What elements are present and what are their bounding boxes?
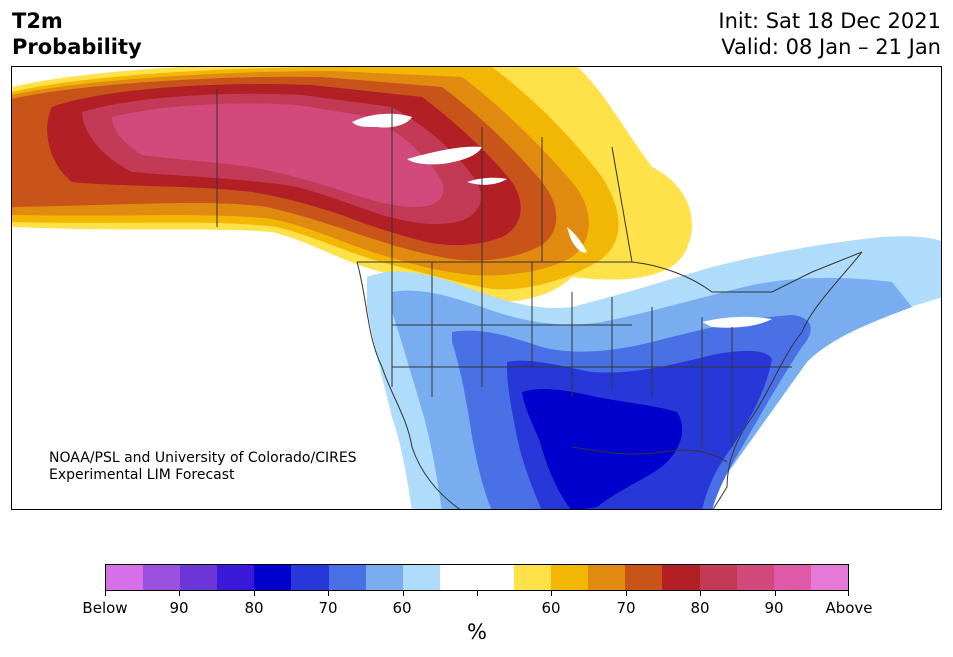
- cb-below-95: [143, 565, 181, 590]
- cb-below-75: [291, 565, 329, 590]
- valid-range: Valid: 08 Jan – 21 Jan: [721, 35, 941, 59]
- tick-label-below-90: 90: [169, 599, 189, 617]
- probability-colorbar: [105, 564, 849, 591]
- great-slave-lake: [407, 146, 482, 165]
- cb-below-60: [402, 565, 440, 590]
- tick-label-below-80: 80: [244, 599, 264, 617]
- colorbar-tick: [254, 591, 255, 596]
- coastline-east: [712, 251, 863, 509]
- political-boundaries: [216, 89, 863, 509]
- great-bear-lake: [352, 113, 412, 128]
- forecast-map: [11, 66, 942, 510]
- tick-label-above-60: 60: [541, 599, 561, 617]
- tick-label-above-70: 70: [616, 599, 636, 617]
- below-80-band: [522, 389, 683, 509]
- colorbar-tick: [848, 591, 849, 596]
- map-canvas: [12, 67, 941, 509]
- cb-above-85: [699, 565, 737, 590]
- colorbar-tick: [626, 591, 627, 596]
- cb-above-95: [773, 565, 811, 590]
- lake-winnipeg: [567, 227, 587, 253]
- canada-us-border: [357, 251, 863, 293]
- cb-above-65: [551, 565, 589, 590]
- cb-above-80: [662, 565, 700, 590]
- tick-label-above-80: 80: [690, 599, 710, 617]
- colorbar-tick: [477, 591, 478, 596]
- great-lakes: [702, 316, 772, 328]
- cb-above-75: [625, 565, 663, 590]
- colorbar-ticks: [105, 591, 849, 597]
- cb-above-90: [736, 565, 774, 590]
- colorbar-tick: [105, 591, 106, 596]
- credit-line-1: NOAA/PSL and University of Colorado/CIRE…: [49, 450, 357, 466]
- colorbar-tick: [179, 591, 180, 596]
- colorbar-tick: [551, 591, 552, 596]
- gulf-coast: [571, 446, 728, 463]
- below-normal-region: [367, 236, 941, 509]
- credit-text: NOAA/PSL and University of Colorado/CIRE…: [49, 450, 357, 484]
- chart-title: T2m Probability: [12, 8, 142, 60]
- tick-label-above-90: 90: [764, 599, 784, 617]
- cb-above-70: [588, 565, 626, 590]
- colorbar-tick: [700, 591, 701, 596]
- tick-label-below: Below: [82, 599, 128, 617]
- title-probability: Probability: [12, 35, 142, 59]
- cb-below-extreme: [106, 565, 144, 590]
- colorbar-tick: [775, 591, 776, 596]
- province-lines: [391, 107, 633, 263]
- credit-line-2: Experimental LIM Forecast: [49, 467, 235, 483]
- cb-below-90: [180, 565, 218, 590]
- tick-label-below-60: 60: [392, 599, 412, 617]
- cb-neutral: [439, 565, 515, 590]
- init-date: Init: Sat 18 Dec 2021: [718, 9, 941, 33]
- cb-below-80: [254, 565, 292, 590]
- coastline-west: [356, 261, 461, 509]
- title-variable: T2m: [12, 9, 63, 33]
- lake-athabasca: [467, 177, 507, 185]
- cb-above-60: [514, 565, 552, 590]
- us-state-lines: [391, 262, 792, 447]
- cb-below-70: [328, 565, 366, 590]
- cb-above-extreme: [810, 565, 848, 590]
- colorbar-tick: [403, 591, 404, 596]
- colorbar-tick: [328, 591, 329, 596]
- above-90-band: [112, 103, 444, 207]
- tick-label-above: Above: [825, 599, 873, 617]
- tick-label-below-70: 70: [318, 599, 338, 617]
- colorbar-unit: %: [467, 620, 487, 644]
- forecast-dates: Init: Sat 18 Dec 2021 Valid: 08 Jan – 21…: [718, 8, 941, 60]
- cb-below-85: [217, 565, 255, 590]
- lakes: [352, 113, 772, 328]
- cb-below-65: [365, 565, 403, 590]
- above-normal-region: [12, 67, 692, 302]
